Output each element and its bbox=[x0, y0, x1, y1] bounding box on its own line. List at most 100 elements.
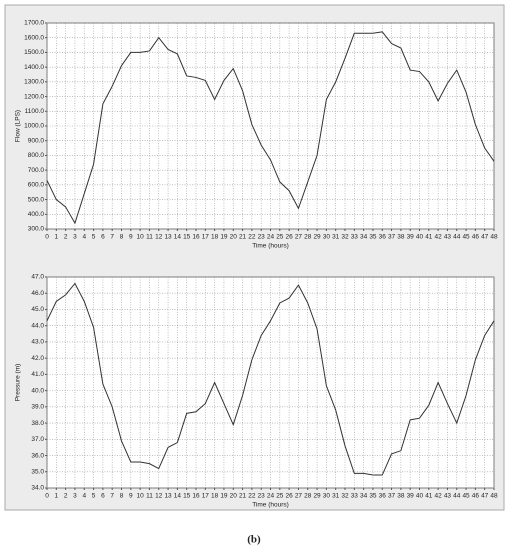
x-tick-label: 10 bbox=[137, 234, 145, 241]
x-tick-label: 22 bbox=[248, 493, 256, 500]
x-tick-label: 20 bbox=[230, 234, 238, 241]
x-tick-label: 45 bbox=[462, 493, 470, 500]
x-tick-label: 34 bbox=[360, 493, 368, 500]
x-tick-label: 39 bbox=[407, 234, 415, 241]
y-tick-label: 1700.0 bbox=[24, 20, 44, 27]
x-axis-label: Time (hours) bbox=[252, 243, 289, 250]
x-tick-label: 30 bbox=[323, 493, 331, 500]
y-tick-label: 1300.0 bbox=[24, 79, 44, 86]
x-tick-label: 40 bbox=[416, 493, 424, 500]
x-tick-label: 24 bbox=[267, 493, 275, 500]
x-tick-label: 3 bbox=[73, 234, 77, 241]
x-tick-label: 22 bbox=[248, 234, 256, 241]
x-tick-label: 30 bbox=[323, 234, 331, 241]
x-tick-label: 18 bbox=[211, 234, 219, 241]
x-tick-label: 16 bbox=[192, 234, 200, 241]
x-tick-label: 24 bbox=[267, 234, 275, 241]
y-tick-label: 1200.0 bbox=[24, 93, 44, 100]
x-tick-label: 35 bbox=[369, 493, 377, 500]
x-tick-label: 11 bbox=[146, 234, 153, 241]
y-tick-label: 900.0 bbox=[28, 137, 45, 144]
y-axis-label: Flow (LPS) bbox=[15, 110, 22, 142]
y-tick-label: 41.0 bbox=[31, 371, 44, 378]
y-tick-label: 46.0 bbox=[31, 290, 44, 297]
x-tick-label: 46 bbox=[472, 493, 480, 500]
y-tick-label: 44.0 bbox=[31, 322, 44, 329]
x-tick-label: 25 bbox=[276, 234, 284, 241]
y-tick-label: 1500.0 bbox=[24, 49, 44, 56]
x-tick-label: 40 bbox=[416, 234, 424, 241]
y-tick-label: 45.0 bbox=[31, 306, 44, 313]
x-tick-label: 45 bbox=[462, 234, 470, 241]
y-tick-label: 39.0 bbox=[31, 404, 44, 411]
x-tick-label: 1 bbox=[55, 493, 59, 500]
x-tick-label: 43 bbox=[444, 493, 452, 500]
x-axis-label: Time (hours) bbox=[252, 502, 289, 509]
x-tick-label: 48 bbox=[490, 234, 498, 241]
x-tick-label: 13 bbox=[164, 493, 172, 500]
x-tick-label: 12 bbox=[155, 234, 163, 241]
y-tick-label: 1600.0 bbox=[24, 34, 44, 41]
x-tick-label: 21 bbox=[239, 493, 247, 500]
x-tick-label: 41 bbox=[425, 234, 433, 241]
x-tick-label: 20 bbox=[230, 493, 238, 500]
y-tick-label: 42.0 bbox=[31, 355, 44, 362]
x-tick-label: 7 bbox=[110, 493, 114, 500]
x-tick-label: 17 bbox=[202, 234, 210, 241]
x-tick-label: 38 bbox=[397, 493, 405, 500]
x-tick-label: 47 bbox=[481, 234, 489, 241]
x-tick-label: 6 bbox=[101, 234, 105, 241]
x-tick-label: 32 bbox=[341, 234, 349, 241]
x-tick-label: 38 bbox=[397, 234, 405, 241]
y-axis-label: Pressure (m) bbox=[15, 364, 22, 402]
x-tick-label: 18 bbox=[211, 493, 219, 500]
x-tick-label: 23 bbox=[258, 493, 266, 500]
y-tick-label: 35.0 bbox=[31, 468, 44, 475]
x-tick-label: 31 bbox=[332, 234, 340, 241]
caption: (b) bbox=[247, 534, 261, 546]
x-tick-label: 43 bbox=[444, 234, 452, 241]
x-tick-label: 37 bbox=[388, 234, 396, 241]
x-tick-label: 32 bbox=[341, 493, 349, 500]
x-tick-label: 8 bbox=[120, 234, 124, 241]
x-tick-label: 2 bbox=[64, 493, 68, 500]
y-tick-label: 800.0 bbox=[28, 152, 45, 159]
y-tick-label: 1400.0 bbox=[24, 64, 44, 71]
y-tick-label: 47.0 bbox=[31, 274, 44, 281]
x-tick-label: 42 bbox=[435, 493, 443, 500]
data-line bbox=[46, 31, 495, 225]
x-tick-label: 44 bbox=[453, 234, 461, 241]
y-tick-label: 37.0 bbox=[31, 436, 44, 443]
y-tick-label: 38.0 bbox=[31, 420, 44, 427]
x-tick-label: 28 bbox=[304, 234, 312, 241]
x-tick-label: 33 bbox=[351, 234, 359, 241]
x-tick-label: 4 bbox=[82, 234, 86, 241]
x-tick-label: 27 bbox=[295, 493, 303, 500]
x-tick-label: 39 bbox=[407, 493, 415, 500]
x-tick-label: 19 bbox=[220, 493, 228, 500]
x-tick-label: 19 bbox=[220, 234, 228, 241]
y-tick-label: 34.0 bbox=[31, 485, 44, 492]
y-tick-label: 600.0 bbox=[28, 182, 45, 189]
x-tick-label: 15 bbox=[183, 493, 191, 500]
x-tick-label: 31 bbox=[332, 493, 340, 500]
x-tick-label: 23 bbox=[258, 234, 266, 241]
x-tick-label: 14 bbox=[174, 234, 182, 241]
y-tick-label: 700.0 bbox=[28, 167, 45, 174]
x-tick-label: 9 bbox=[129, 234, 133, 241]
x-tick-label: 5 bbox=[92, 234, 96, 241]
x-tick-label: 26 bbox=[286, 493, 294, 500]
x-tick-label: 25 bbox=[276, 493, 284, 500]
y-tick-label: 36.0 bbox=[31, 452, 44, 459]
x-tick-label: 36 bbox=[379, 234, 387, 241]
x-tick-label: 28 bbox=[304, 493, 312, 500]
data-line bbox=[46, 282, 495, 476]
x-tick-label: 17 bbox=[202, 493, 210, 500]
x-tick-label: 1 bbox=[55, 234, 59, 241]
x-tick-label: 26 bbox=[286, 234, 294, 241]
y-tick-label: 1100.0 bbox=[25, 108, 45, 115]
x-tick-label: 27 bbox=[295, 234, 303, 241]
y-tick-label: 400.0 bbox=[28, 211, 45, 218]
x-tick-label: 37 bbox=[388, 493, 396, 500]
x-tick-label: 4 bbox=[82, 493, 86, 500]
